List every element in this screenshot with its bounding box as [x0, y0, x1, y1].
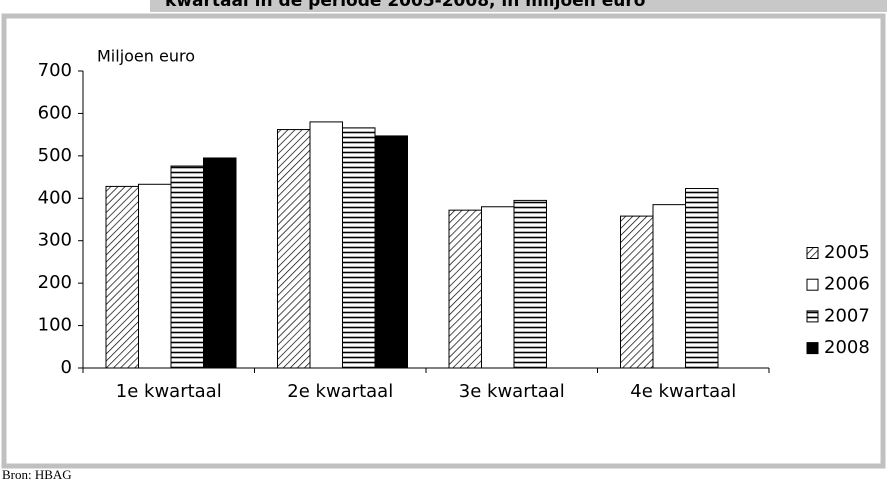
bar: [309, 121, 343, 369]
plot: 0 100 200 300 400 500 600 700 1e kwartaal 2e kwar…: [38, 60, 870, 402]
y-tick-label: 100: [38, 315, 72, 336]
header-bar: [150, 0, 887, 12]
chart-title: kwartaal in de periode 2005-2008, in mil…: [165, 0, 645, 11]
source: Bron: HBAG: [2, 467, 72, 482]
bar: [685, 188, 719, 369]
x-tick-label: 3e kwartaal: [459, 381, 565, 402]
y-axis-label: Miljoen euro: [97, 47, 195, 66]
x-tick-label: 2e kwartaal: [287, 381, 393, 402]
bar: [277, 129, 311, 369]
legend-swatch: [806, 342, 819, 355]
bar: [652, 204, 686, 369]
y-tick-label: 300: [38, 230, 72, 251]
legend-swatch: [806, 310, 819, 323]
y-tick-label: 0: [61, 357, 72, 378]
bar: [620, 215, 654, 369]
legend-swatch: [806, 278, 819, 291]
frame: [1, 13, 886, 469]
legend-swatch: [806, 247, 819, 259]
y-tick-label: 700: [38, 60, 72, 81]
y-tick-label: 400: [38, 187, 72, 208]
legend-label: 2007: [824, 305, 870, 326]
legend-label: 2008: [824, 337, 870, 358]
legend-label: 2006: [824, 274, 870, 295]
y-tick-label: 200: [38, 272, 72, 293]
bar: [374, 135, 408, 369]
bar: [513, 199, 547, 369]
y-tick-label: 500: [38, 145, 72, 166]
bar: [203, 157, 237, 369]
bar: [105, 185, 139, 369]
bar: [481, 206, 515, 369]
bar: [448, 209, 482, 369]
bar: [170, 165, 204, 369]
legend-label: 2005: [824, 242, 870, 263]
bar: [342, 127, 376, 369]
y-tick-label: 600: [38, 102, 72, 123]
bar: [138, 183, 172, 369]
x-tick-label: 1e kwartaal: [116, 381, 222, 402]
x-tick-label: 4e kwartaal: [630, 381, 736, 402]
